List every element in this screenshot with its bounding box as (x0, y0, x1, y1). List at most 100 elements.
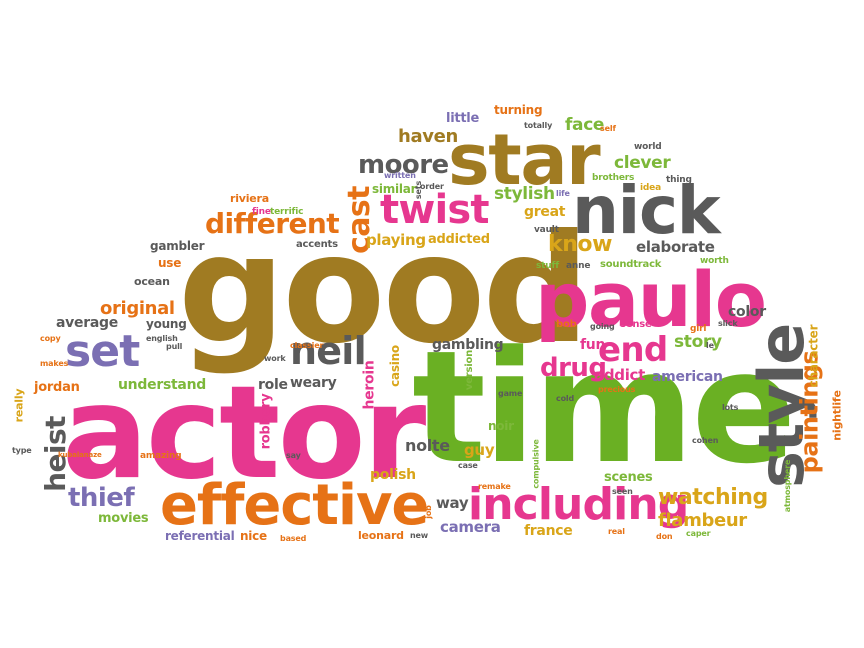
word-accents: accents (296, 239, 338, 250)
word-going: going (590, 322, 615, 331)
word-color: color (728, 304, 766, 320)
word-including: including (468, 479, 689, 530)
word-time: time (412, 317, 797, 498)
word-nice: nice (240, 529, 267, 543)
word-copy: copy (40, 334, 61, 343)
word-sense: sense (620, 319, 652, 330)
word-set: set (65, 326, 140, 377)
word-effective: effective (160, 473, 429, 538)
word-original: original (100, 298, 175, 319)
word-cohen: cohen (692, 436, 719, 445)
word-lots: lots (722, 403, 739, 412)
word-life: life (556, 189, 570, 198)
word-soundtrack: soundtrack (600, 259, 662, 270)
word-france: france (524, 523, 573, 539)
word-turning: turning (494, 103, 543, 117)
word-moore: moore (358, 150, 449, 180)
word-self: self (600, 124, 616, 133)
word-end: end (598, 330, 668, 370)
word-caper: caper (686, 529, 711, 538)
word-anne: anne (566, 261, 591, 271)
word-noir: noir (488, 419, 514, 433)
word-weary: weary (290, 375, 337, 391)
word-good: good (178, 203, 590, 377)
word-heroin: heroin (361, 360, 378, 410)
word-type: type (12, 446, 32, 455)
word-thief: thief (68, 483, 135, 513)
word-atmosphere: atmosphere (783, 459, 793, 513)
word-amazing: amazing (140, 451, 182, 461)
word-referential: referential (165, 529, 235, 543)
word-clever: clever (614, 153, 671, 173)
word-similar: similar (372, 182, 417, 196)
word-thing: thing (666, 175, 692, 185)
word-star: star (448, 119, 601, 201)
word-riviera: riviera (230, 192, 269, 205)
word-le: le (706, 341, 714, 350)
word-movies: movies (98, 511, 149, 526)
word-vault: vault (534, 225, 559, 235)
word-work: work (264, 354, 286, 363)
word-haven: haven (398, 126, 458, 147)
word-say: say (286, 451, 301, 460)
word-jordan: jordan (34, 380, 80, 395)
word-scenes: scenes (604, 470, 653, 485)
word-addicted: addicted (428, 232, 490, 247)
word-kubalanaze: kubalanaze (58, 451, 102, 459)
word-terrific: terrific (270, 207, 304, 217)
word-paulo: paulo (535, 255, 767, 344)
word-camera: camera (440, 518, 501, 536)
word-polish: polish (370, 467, 416, 483)
word-use: use (158, 256, 182, 270)
word-leonard: leonard (358, 529, 404, 542)
word-way: way (436, 494, 469, 512)
word-nolte: nolte (405, 436, 450, 455)
word-american: american (652, 369, 723, 385)
word-precious: precious (598, 385, 636, 394)
word-order: order (420, 182, 444, 191)
word-twist: twist (380, 187, 490, 233)
word-character: character (806, 324, 821, 388)
word-elaborate: elaborate (636, 238, 715, 256)
word-nightlife: nightlife (830, 390, 844, 441)
word-job: job (423, 505, 433, 519)
word-robbery: robbery (258, 393, 274, 450)
word-english: english (146, 334, 178, 343)
word-nick: nick (572, 172, 721, 249)
word-based: based (280, 534, 307, 543)
word-ocean: ocean (134, 275, 170, 288)
word-guy: guy (464, 441, 495, 459)
word-worth: worth (700, 256, 729, 266)
word-fun: fun (580, 337, 606, 353)
word-case: case (458, 461, 478, 470)
word-girl: girl (690, 324, 707, 334)
word-don: don (656, 532, 673, 541)
word-neil: neil (290, 329, 367, 373)
word-flambeur: flambeur (658, 510, 747, 531)
word-watching: watching (658, 485, 768, 510)
word-totally: totally (524, 121, 553, 130)
word-gambler: gambler (150, 239, 205, 253)
word-story: story (674, 332, 722, 352)
word-stylish: stylish (494, 184, 555, 204)
word-new: new (410, 531, 429, 540)
word-drug: drug (540, 353, 607, 383)
word-playing: playing (366, 231, 426, 249)
word-game: game (498, 389, 523, 398)
word-actor: actor (62, 359, 426, 508)
word-young: young (146, 317, 187, 331)
word-role: role (258, 377, 288, 393)
word-pull: pull (166, 342, 183, 351)
word-average: average (56, 315, 118, 331)
word-idea: idea (640, 183, 661, 193)
word-casino: casino (387, 345, 402, 387)
word-classier: classier (290, 341, 324, 350)
word-really: really (12, 388, 26, 423)
word-face: face (565, 115, 605, 135)
word-seen: seen (612, 487, 633, 496)
word-great: great (524, 204, 566, 220)
word-different: different (205, 207, 340, 240)
word-written: written (384, 171, 416, 180)
word-gambling: gambling (432, 337, 504, 353)
